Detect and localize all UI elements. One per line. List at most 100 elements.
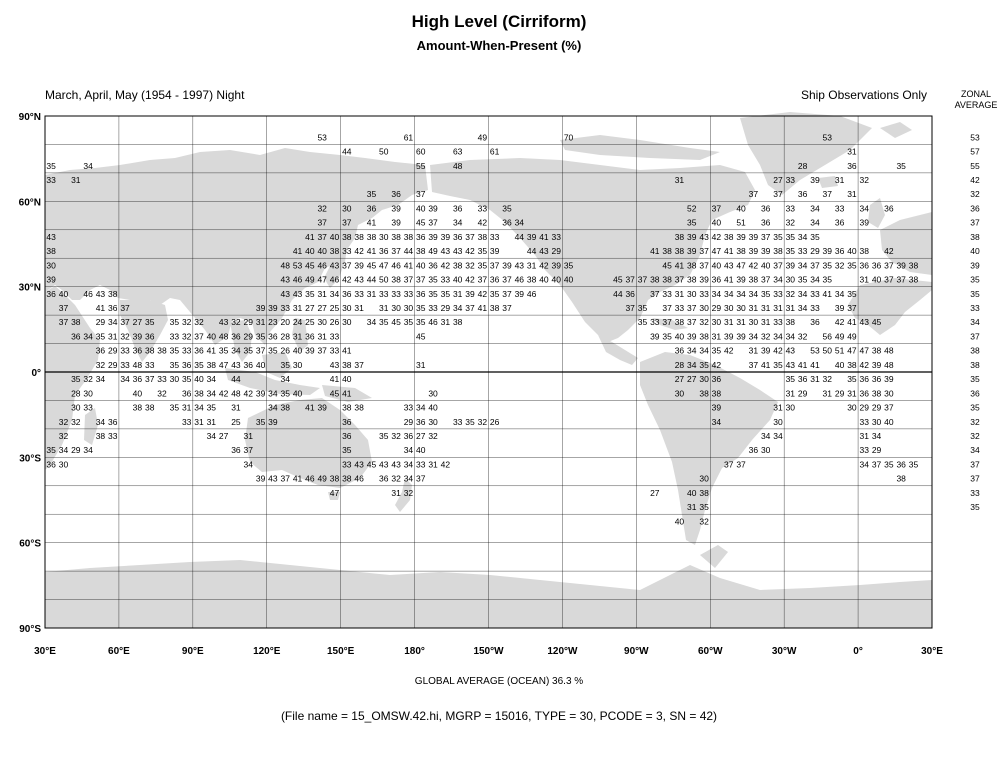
cell-value: 34 [712,417,722,427]
cell-value: 34 [749,331,759,341]
cell-value: 38 [490,303,500,313]
cell-value: 38 [367,232,377,242]
cell-value: 33 [860,445,870,455]
cell-value: 40 [675,516,685,526]
cell-value: 33 [798,246,808,256]
cell-value: 48 [133,360,143,370]
cell-value: 37 [120,303,130,313]
cell-value: 37 [502,289,512,299]
cell-value: 35 [416,317,426,327]
cell-value: 40 [194,374,204,384]
cell-value: 40 [330,232,340,242]
cell-value: 34 [416,403,426,413]
cell-value: 43 [699,232,709,242]
cell-value: 31 [749,303,759,313]
cell-value: 40 [416,260,426,270]
cell-value: 30 [699,374,709,384]
cell-value: 36 [872,260,882,270]
cell-value: 26 [280,346,290,356]
cell-value: 40 [847,246,857,256]
cell-value: 35 [404,317,414,327]
cell-value: 43 [379,459,389,469]
cell-value: 35 [145,317,155,327]
cell-value: 32 [317,203,327,213]
cell-value: 31 [835,175,845,185]
cell-value: 27 [317,303,327,313]
cell-value: 41 [293,246,303,256]
landmass-africa-west [848,278,932,335]
cell-value: 33 [108,431,118,441]
source-label: Ship Observations Only [800,88,927,102]
landmass-caribbean [652,318,688,330]
cell-value: 30 [379,232,389,242]
landmass-south-america [640,352,778,545]
cell-value: 29 [872,445,882,455]
cell-value: 30 [699,303,709,313]
cell-value: 36 [367,203,377,213]
cell-value: 38 [342,474,352,484]
lat-tick-label: 90°N [19,112,41,123]
cell-value: 30 [342,203,352,213]
cell-value: 39 [835,303,845,313]
cell-value: 45 [391,317,401,327]
cell-value: 32 [786,289,796,299]
cell-value: 35 [305,289,315,299]
cell-value: 33 [490,232,500,242]
cell-value: 33 [552,232,562,242]
cell-value: 41 [539,232,549,242]
cell-value: 35 [280,388,290,398]
cell-value: 30 [71,403,81,413]
cell-value: 38 [860,246,870,256]
cell-value: 42 [724,346,734,356]
landmass-australia [245,398,372,488]
cell-value: 43 [453,246,463,256]
cell-value: 37 [625,275,635,285]
cell-value: 39 [428,203,438,213]
cell-value: 34 [404,474,414,484]
cell-value: 35 [182,374,192,384]
cell-value: 42 [219,388,229,398]
cell-value: 31 [724,317,734,327]
cell-value: 39 [354,260,364,270]
cell-value: 33 [182,417,192,427]
cell-value: 41 [650,246,660,256]
zonal-average-value: 33 [970,303,980,313]
cell-value: 37 [699,260,709,270]
cell-value: 30 [404,303,414,313]
cell-value: 37 [872,459,882,469]
cell-value: 37 [416,275,426,285]
cell-value: 36 [712,275,722,285]
zonal-average-value: 32 [970,189,980,199]
zonal-average-header: ZONAL AVERAGE [946,89,998,111]
cell-value: 48 [453,161,463,171]
cell-value: 27 [305,303,315,313]
cell-value: 34 [687,346,697,356]
cell-value: 37 [699,246,709,256]
cell-value: 35 [268,346,278,356]
cell-value: 31 [860,275,870,285]
cell-value: 30 [786,275,796,285]
cell-value: 35 [909,459,919,469]
cell-value: 34 [404,459,414,469]
cell-value: 36 [896,459,906,469]
cell-value: 38 [354,403,364,413]
cell-value: 47 [860,346,870,356]
landmass-arctic-islands [560,135,720,160]
cell-value: 36 [71,331,81,341]
cell-value: 38 [699,488,709,498]
cell-value: 39 [786,260,796,270]
cell-value: 41 [342,346,352,356]
cell-value: 31 [786,303,796,313]
cell-value: 41 [342,388,352,398]
cell-value: 38 [330,474,340,484]
cell-value: 35 [379,431,389,441]
cell-value: 38 [872,346,882,356]
zonal-average-value: 53 [970,132,980,142]
cell-value: 30 [317,317,327,327]
cell-value: 36 [860,260,870,270]
cell-value: 28 [71,388,81,398]
cell-value: 39 [515,289,525,299]
cell-value: 38 [342,360,352,370]
cell-value: 37 [625,303,635,313]
cell-value: 47 [847,346,857,356]
